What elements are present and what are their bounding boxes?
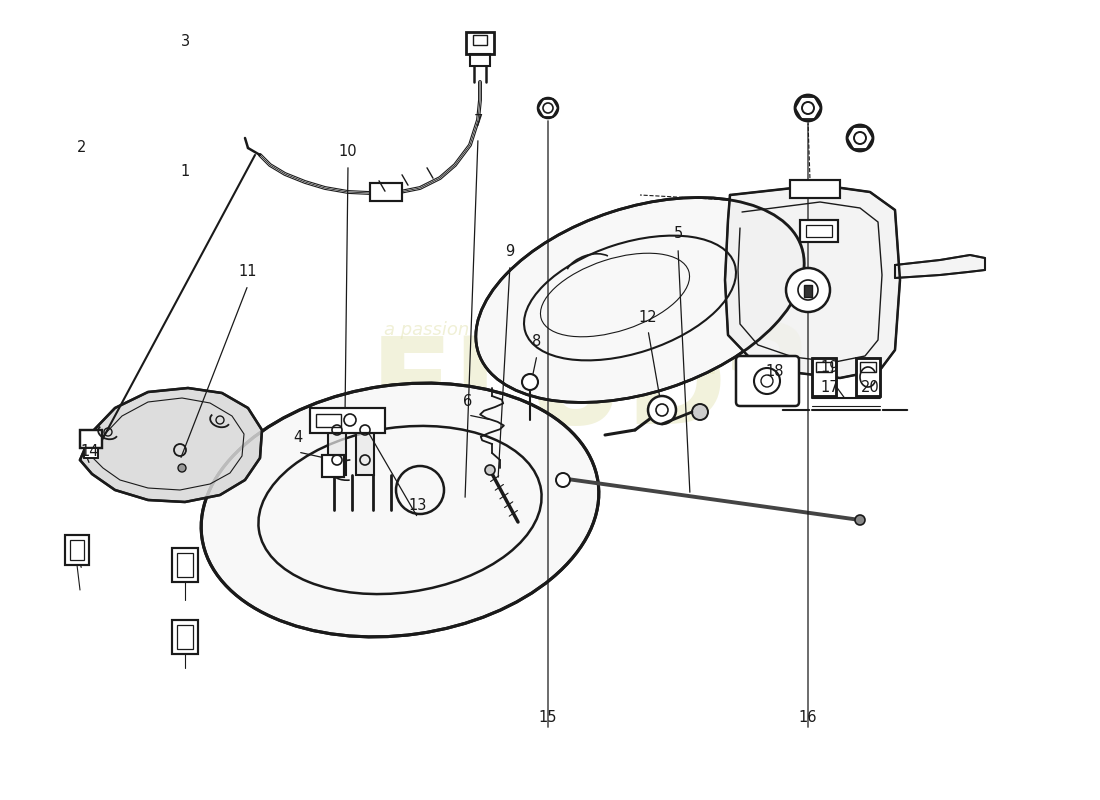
Bar [860, 362, 876, 372]
Polygon shape [80, 388, 262, 502]
Text: 11: 11 [239, 265, 257, 279]
Text: 2: 2 [77, 141, 87, 155]
Bar [470, 54, 490, 66]
Ellipse shape [201, 383, 598, 637]
Bar [177, 625, 192, 649]
Bar [806, 225, 832, 237]
Circle shape [754, 368, 780, 394]
Polygon shape [895, 255, 984, 278]
Text: 3: 3 [180, 34, 189, 50]
Text: 10: 10 [339, 145, 358, 159]
Circle shape [855, 515, 865, 525]
Text: 12: 12 [639, 310, 658, 326]
Text: a passion for parts since 1985: a passion for parts since 1985 [384, 321, 656, 339]
Circle shape [522, 374, 538, 390]
Bar [790, 180, 840, 198]
Bar [370, 183, 402, 201]
Bar [800, 220, 838, 242]
Circle shape [538, 98, 558, 118]
Text: 15: 15 [539, 710, 558, 726]
Bar [84, 448, 98, 458]
Text: 14: 14 [80, 445, 99, 459]
Circle shape [847, 125, 873, 151]
Bar [322, 455, 344, 477]
Bar [856, 358, 880, 396]
Bar [804, 285, 812, 297]
Bar [466, 32, 494, 54]
Bar [816, 362, 832, 372]
Text: 17: 17 [821, 381, 839, 395]
Bar [172, 620, 198, 654]
Bar [812, 358, 836, 396]
Bar [370, 183, 402, 201]
Ellipse shape [476, 198, 804, 402]
Bar [800, 220, 838, 242]
Circle shape [485, 465, 495, 475]
Text: ELUD: ELUD [370, 331, 728, 449]
Bar [80, 430, 102, 448]
Text: 5: 5 [673, 226, 683, 241]
Text: 1: 1 [180, 165, 189, 179]
Bar [356, 415, 374, 475]
Circle shape [648, 396, 676, 424]
Polygon shape [356, 415, 374, 475]
Circle shape [556, 473, 570, 487]
Bar [812, 358, 836, 396]
Bar [172, 548, 198, 582]
Text: 4: 4 [294, 430, 302, 445]
Bar [65, 535, 89, 565]
Polygon shape [328, 415, 346, 475]
FancyBboxPatch shape [736, 356, 799, 406]
Text: 8: 8 [532, 334, 541, 350]
Bar [84, 448, 98, 458]
Bar [310, 408, 385, 433]
Text: 16: 16 [799, 710, 817, 726]
Text: 13: 13 [409, 498, 427, 513]
Bar [316, 414, 341, 427]
Bar [65, 535, 89, 565]
Polygon shape [725, 185, 900, 378]
Bar [172, 620, 198, 654]
Bar [70, 540, 84, 560]
Text: 18: 18 [766, 365, 784, 379]
Text: 7: 7 [473, 114, 483, 130]
Text: ES: ES [640, 282, 812, 398]
Text: 9: 9 [505, 245, 515, 259]
Circle shape [178, 464, 186, 472]
Text: 20: 20 [860, 381, 879, 395]
Bar [80, 430, 102, 448]
Bar [473, 35, 487, 45]
Text: 6: 6 [463, 394, 473, 410]
Bar [322, 455, 344, 477]
Bar [310, 408, 385, 433]
Bar [172, 548, 198, 582]
Bar [790, 180, 840, 198]
Bar [856, 358, 880, 396]
Bar [177, 553, 192, 577]
Circle shape [786, 268, 830, 312]
Text: 19: 19 [821, 361, 839, 375]
Bar [328, 415, 346, 475]
Circle shape [692, 404, 708, 420]
Circle shape [795, 95, 821, 121]
